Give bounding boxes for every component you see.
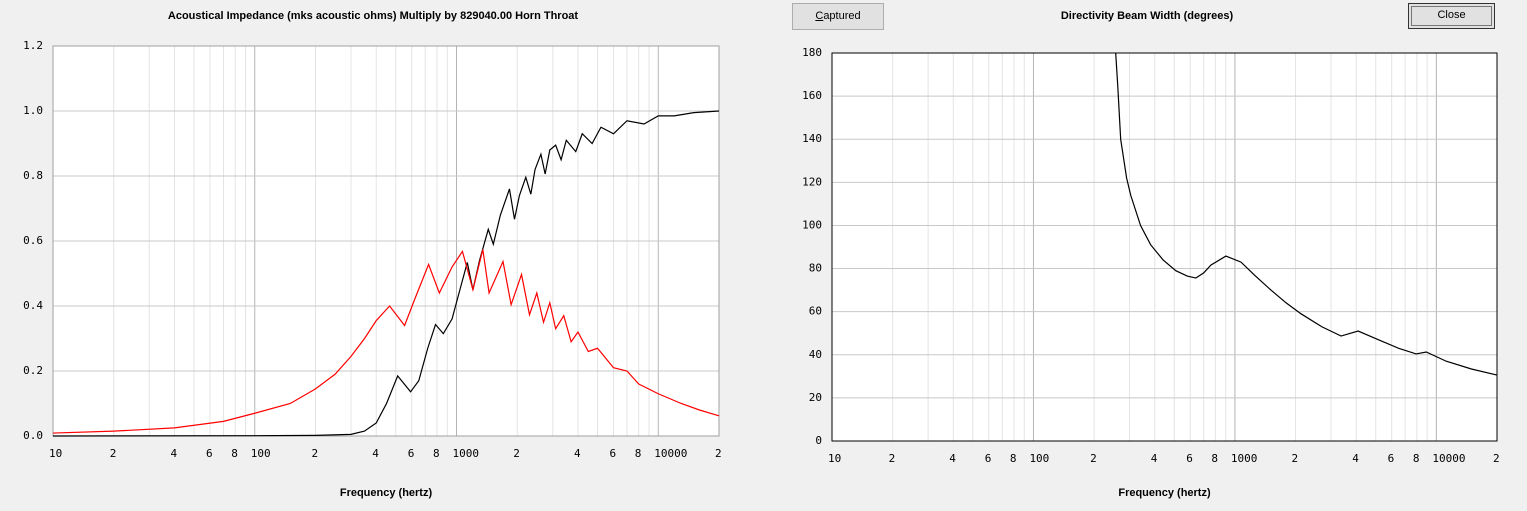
x-tick-label: 6	[985, 452, 992, 465]
x-tick-label: 2	[889, 452, 896, 465]
plot-frame	[52, 45, 720, 437]
x-tick-label: 8	[231, 447, 238, 460]
x-tick-label: 100	[251, 447, 271, 460]
data-line	[52, 249, 720, 434]
x-tick-label: 10000	[654, 447, 687, 460]
plot-frame	[831, 52, 1498, 442]
x-tick-label: 8	[635, 447, 642, 460]
close-button[interactable]: Close	[1408, 3, 1495, 29]
y-tick-label: 100	[802, 218, 822, 231]
data-line	[1115, 52, 1498, 376]
y-tick-label: 40	[809, 348, 822, 361]
x-tick-label: 4	[372, 447, 379, 460]
x-tick-label: 4	[574, 447, 581, 460]
chart-title: Directivity Beam Width (degrees)	[1061, 10, 1234, 22]
x-tick-label: 2	[513, 447, 520, 460]
data-line	[52, 110, 720, 437]
chart-title: Acoustical Impedance (mks acoustic ohms)…	[168, 10, 579, 22]
y-tick-label: 0.6	[23, 234, 43, 247]
x-tick-label: 2	[110, 447, 117, 460]
captured-button[interactable]: Captured	[792, 3, 884, 30]
x-tick-label: 8	[1010, 452, 1017, 465]
plot-area	[832, 53, 1497, 441]
x-tick-label: 6	[408, 447, 415, 460]
y-tick-label: 60	[809, 305, 822, 318]
x-tick-label: 6	[206, 447, 213, 460]
x-tick-label: 6	[1186, 452, 1193, 465]
x-tick-label: 8	[1211, 452, 1218, 465]
x-tick-label: 2	[1292, 452, 1299, 465]
y-tick-label: 0.4	[23, 299, 43, 312]
x-tick-label: 6	[1388, 452, 1395, 465]
x-tick-label: 10000	[1432, 452, 1465, 465]
x-tick-label: 6	[610, 447, 617, 460]
x-tick-label: 2	[715, 447, 722, 460]
x-tick-label: 4	[170, 447, 177, 460]
y-tick-label: 80	[809, 262, 822, 275]
x-tick-label: 10	[828, 452, 841, 465]
y-tick-label: 160	[802, 89, 822, 102]
x-tick-label: 1000	[1231, 452, 1258, 465]
x-tick-label: 10	[49, 447, 62, 460]
x-tick-label: 2	[1090, 452, 1097, 465]
x-tick-label: 8	[1413, 452, 1420, 465]
y-tick-label: 0	[815, 434, 822, 447]
x-tick-label: 1000	[453, 447, 480, 460]
x-tick-label: 100	[1029, 452, 1049, 465]
y-tick-label: 20	[809, 391, 822, 404]
y-tick-label: 140	[802, 132, 822, 145]
x-tick-label: 8	[433, 447, 440, 460]
y-tick-label: 120	[802, 175, 822, 188]
y-tick-label: 0.2	[23, 364, 43, 377]
y-tick-label: 180	[802, 46, 822, 59]
y-tick-label: 0.0	[23, 429, 43, 442]
x-tick-label: 2	[311, 447, 318, 460]
x-tick-label: 4	[1352, 452, 1359, 465]
y-tick-label: 0.8	[23, 169, 43, 182]
x-axis-label: Frequency (hertz)	[1118, 487, 1211, 499]
x-tick-label: 2	[1493, 452, 1500, 465]
x-tick-label: 4	[1151, 452, 1158, 465]
y-tick-label: 1.2	[23, 39, 43, 52]
x-tick-label: 4	[949, 452, 956, 465]
x-axis-label: Frequency (hertz)	[340, 487, 433, 499]
y-tick-label: 1.0	[23, 104, 43, 117]
